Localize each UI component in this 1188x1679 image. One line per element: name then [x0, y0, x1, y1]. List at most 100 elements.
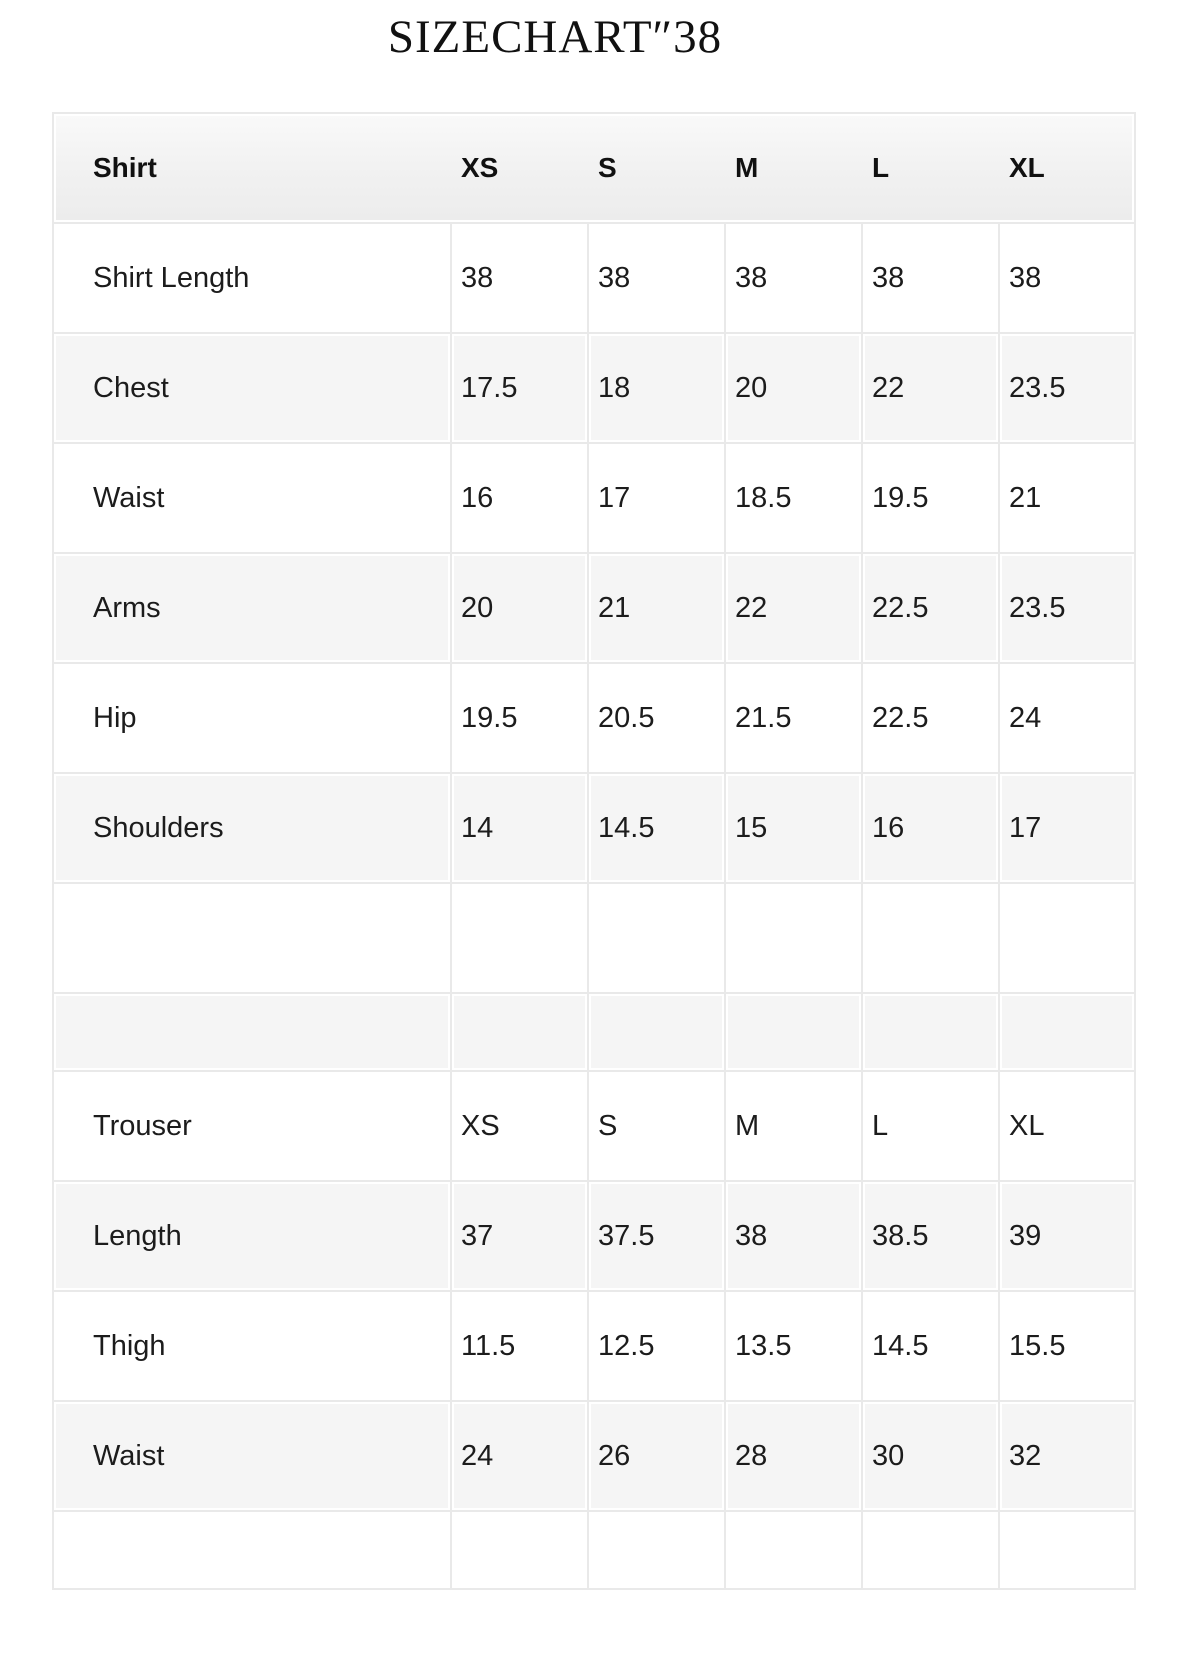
row-label: Trouser — [54, 1072, 450, 1180]
table-row-spacer — [54, 1512, 1134, 1588]
row-label: Shoulders — [54, 774, 450, 882]
value-cell — [863, 994, 998, 1070]
value-cell: 28 — [726, 1402, 861, 1510]
row-label: Length — [54, 1182, 450, 1290]
value-cell — [452, 994, 587, 1070]
table-row-shirt-length: Shirt Length 38 38 38 38 38 — [54, 224, 1134, 332]
value-cell: L — [863, 1072, 998, 1180]
table-row-arms: Arms 20 21 22 22.5 23.5 — [54, 554, 1134, 662]
value-cell — [452, 1512, 587, 1588]
value-cell — [863, 884, 998, 992]
value-cell: 16 — [452, 444, 587, 552]
value-cell — [1000, 1512, 1134, 1588]
value-cell: 22 — [863, 334, 998, 442]
table-row-waist-trouser: Waist 24 26 28 30 32 — [54, 1402, 1134, 1510]
value-cell: 20.5 — [589, 664, 724, 772]
value-cell: 11.5 — [452, 1292, 587, 1400]
value-cell: 22.5 — [863, 554, 998, 662]
value-cell: 38 — [589, 224, 724, 332]
value-cell: M — [726, 1072, 861, 1180]
value-cell: 19.5 — [452, 664, 587, 772]
value-cell: 30 — [863, 1402, 998, 1510]
value-cell: 38 — [863, 224, 998, 332]
value-cell: 21 — [589, 554, 724, 662]
table-row-spacer — [54, 884, 1134, 992]
value-cell — [1000, 994, 1134, 1070]
table-row-chest: Chest 17.5 18 20 22 23.5 — [54, 334, 1134, 442]
row-label — [54, 994, 450, 1070]
table-row-trouser-header: Trouser XS S M L XL — [54, 1072, 1134, 1180]
table-row-spacer — [54, 994, 1134, 1070]
row-label: Hip — [54, 664, 450, 772]
table-row-length: Length 37 37.5 38 38.5 39 — [54, 1182, 1134, 1290]
table-row-hip: Hip 19.5 20.5 21.5 22.5 24 — [54, 664, 1134, 772]
value-cell — [589, 994, 724, 1070]
row-label: Chest — [54, 334, 450, 442]
value-cell: S — [589, 1072, 724, 1180]
row-label: Shirt Length — [54, 224, 450, 332]
header-cell-xl: XL — [1009, 152, 1045, 183]
header-cell-xs: XS — [461, 152, 499, 183]
value-cell: 23.5 — [1000, 334, 1134, 442]
value-cell: XL — [1000, 1072, 1134, 1180]
value-cell: 13.5 — [726, 1292, 861, 1400]
value-cell: 37.5 — [589, 1182, 724, 1290]
table-row-shoulders: Shoulders 14 14.5 15 16 17 — [54, 774, 1134, 882]
value-cell: 38 — [726, 224, 861, 332]
row-label: Waist — [54, 444, 450, 552]
value-cell: 18 — [589, 334, 724, 442]
row-label: Waist — [54, 1402, 450, 1510]
value-cell: 15.5 — [1000, 1292, 1134, 1400]
value-cell: 17 — [1000, 774, 1134, 882]
value-cell: 21 — [1000, 444, 1134, 552]
header-cell-s: S — [598, 152, 617, 183]
table-row-waist-shirt: Waist 16 17 18.5 19.5 21 — [54, 444, 1134, 552]
value-cell: 38 — [452, 224, 587, 332]
value-cell: 23.5 — [1000, 554, 1134, 662]
row-label: Thigh — [54, 1292, 450, 1400]
value-cell: 14.5 — [863, 1292, 998, 1400]
value-cell — [726, 994, 861, 1070]
value-cell: 19.5 — [863, 444, 998, 552]
value-cell — [1000, 884, 1134, 992]
header-cell-l: L — [872, 152, 890, 183]
value-cell: 24 — [1000, 664, 1134, 772]
value-cell: 17 — [589, 444, 724, 552]
header-cell-m: M — [735, 152, 759, 183]
value-cell: 38.5 — [863, 1182, 998, 1290]
value-cell: 12.5 — [589, 1292, 724, 1400]
table-header-row: Shirt XS S M L XL — [54, 114, 1134, 222]
value-cell — [726, 884, 861, 992]
value-cell — [726, 1512, 861, 1588]
value-cell: 15 — [726, 774, 861, 882]
table-row-thigh: Thigh 11.5 12.5 13.5 14.5 15.5 — [54, 1292, 1134, 1400]
page-title: SIZECHART″38 — [387, 11, 723, 63]
value-cell — [863, 1512, 998, 1588]
row-label — [54, 1512, 450, 1588]
value-cell: 20 — [452, 554, 587, 662]
value-cell — [589, 884, 724, 992]
value-cell: 38 — [1000, 224, 1134, 332]
size-chart-table: Shirt XS S M L XL Shirt Length 38 38 38 … — [52, 112, 1136, 1590]
value-cell: 22 — [726, 554, 861, 662]
value-cell: 17.5 — [452, 334, 587, 442]
header-cell-shirt: Shirt — [93, 152, 157, 183]
value-cell: 20 — [726, 334, 861, 442]
value-cell: 18.5 — [726, 444, 861, 552]
value-cell: 14 — [452, 774, 587, 882]
value-cell: 24 — [452, 1402, 587, 1510]
value-cell: 26 — [589, 1402, 724, 1510]
value-cell: 39 — [1000, 1182, 1134, 1290]
value-cell: 37 — [452, 1182, 587, 1290]
value-cell: 21.5 — [726, 664, 861, 772]
value-cell — [452, 884, 587, 992]
value-cell: 16 — [863, 774, 998, 882]
value-cell: 22.5 — [863, 664, 998, 772]
row-label — [54, 884, 450, 992]
value-cell: 14.5 — [589, 774, 724, 882]
row-label: Arms — [54, 554, 450, 662]
value-cell — [589, 1512, 724, 1588]
value-cell: 32 — [1000, 1402, 1134, 1510]
value-cell: XS — [452, 1072, 587, 1180]
value-cell: 38 — [726, 1182, 861, 1290]
